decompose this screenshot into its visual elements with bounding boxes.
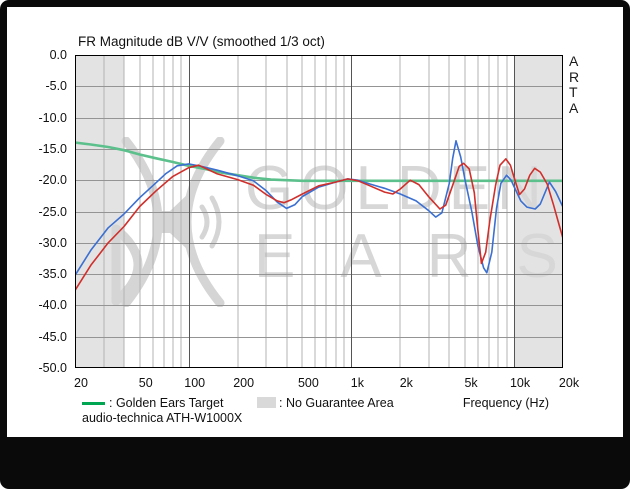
- plot-border: [75, 55, 563, 368]
- x-axis-title: Frequency (Hz): [462, 396, 549, 410]
- arta-letter: A: [569, 99, 579, 116]
- arta-letter: R: [569, 68, 580, 85]
- legend-no-guarantee-label: : No Guarantee Area: [279, 396, 394, 410]
- x-tick-label: 200: [233, 376, 255, 390]
- x-tick-label: 20: [74, 376, 88, 390]
- x-tick-label: 20k: [558, 376, 580, 390]
- legend-target-label: : Golden Ears Target: [109, 396, 224, 410]
- no-guarantee-band-left: [75, 55, 124, 368]
- curve-golden-ears-target: [75, 141, 563, 183]
- y-tick-label: -25.0: [38, 204, 68, 219]
- y-tick-label: -5.0: [45, 79, 67, 94]
- y-tick-label: 0.0: [49, 48, 67, 62]
- y-tick-label: -50.0: [38, 361, 68, 375]
- device-under-test-label: audio-technica ATH-W1000X: [82, 411, 243, 425]
- y-tick-label: -30.0: [38, 235, 68, 250]
- y-tick-label: -10.0: [38, 110, 68, 125]
- x-tick-label: 1k: [350, 376, 364, 390]
- legend-no-guarantee-swatch: [257, 397, 276, 408]
- x-tick-label: 50: [138, 376, 153, 390]
- legend-target-line-swatch: [82, 402, 105, 405]
- x-tick-label: 500: [297, 376, 319, 390]
- arta-letter: T: [569, 84, 578, 100]
- footer-bar: GOLDEN EARS.net http://en.GoldenEars.net…: [0, 437, 630, 489]
- curve-measured-red-: [75, 158, 563, 291]
- chart-panel: FR Magnitude dB V/V (smoothed 1/3 oct) G…: [7, 7, 623, 437]
- y-tick-label: -15.0: [38, 141, 68, 156]
- chart-title: FR Magnitude dB V/V (smoothed 1/3 oct): [78, 34, 325, 49]
- y-tick-label: -45.0: [38, 329, 68, 344]
- y-tick-label: -35.0: [38, 267, 68, 282]
- x-tick-label: 5k: [464, 376, 478, 390]
- x-tick-label: 100: [184, 376, 206, 390]
- frequency-response-graph: [75, 55, 563, 368]
- x-tick-label: 2k: [399, 376, 413, 390]
- curve-measured-blue-: [75, 140, 563, 276]
- y-tick-label: -40.0: [38, 298, 68, 313]
- watermark-text-golden: GOLDEN: [245, 154, 549, 223]
- y-tick-label: -20.0: [38, 173, 68, 188]
- arta-letter: A: [569, 53, 579, 69]
- x-tick-label: 10k: [509, 376, 531, 390]
